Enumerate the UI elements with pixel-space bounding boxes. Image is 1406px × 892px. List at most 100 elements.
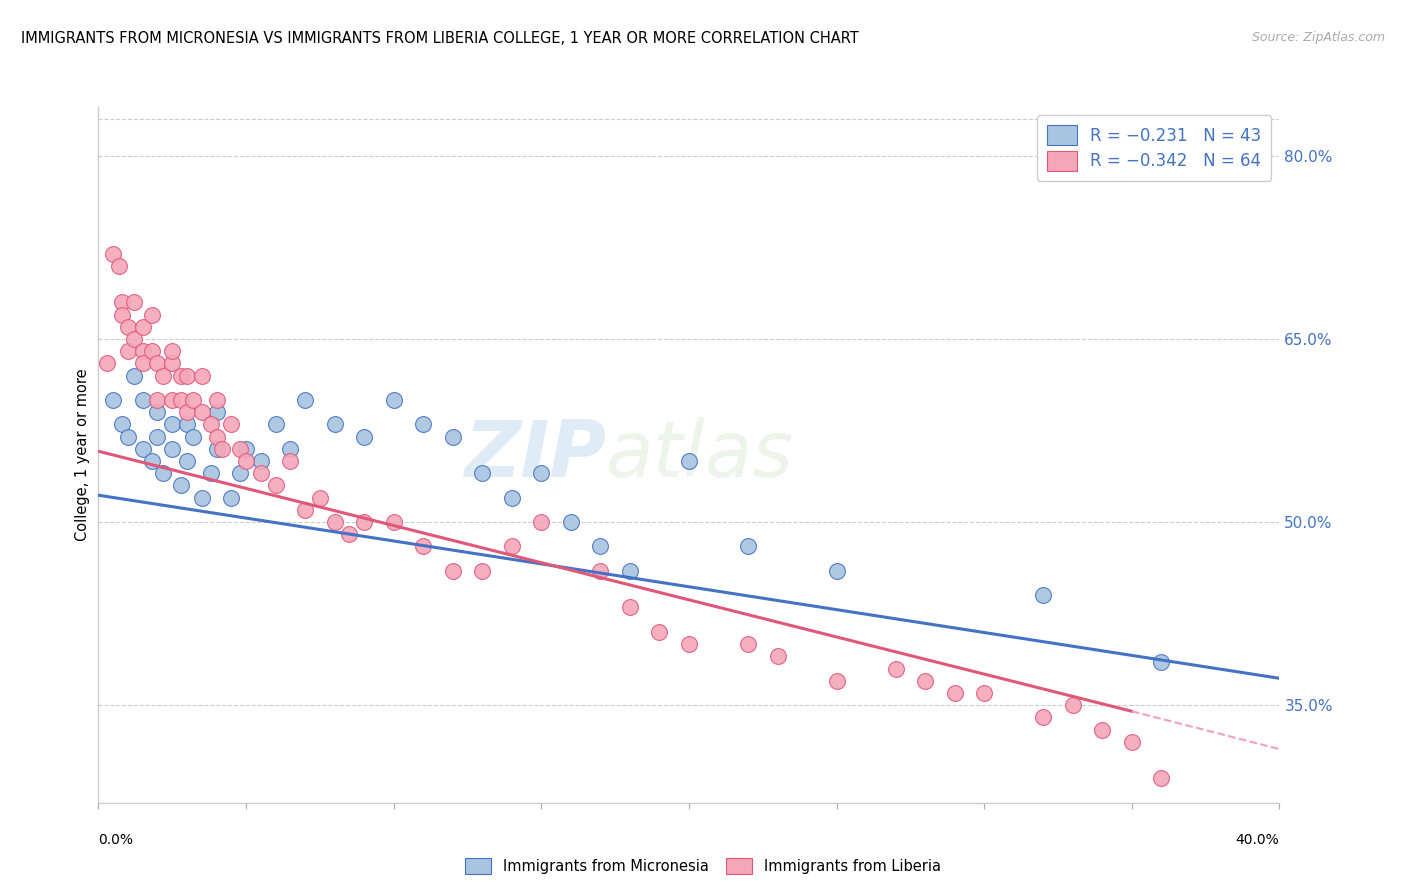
Point	[619, 600, 641, 615]
Point	[191, 405, 214, 419]
Point	[205, 405, 228, 419]
Point	[884, 661, 907, 675]
Point	[176, 417, 198, 432]
Point	[323, 417, 346, 432]
Point	[471, 564, 494, 578]
Point	[825, 564, 848, 578]
Point	[162, 392, 183, 407]
Point	[250, 454, 273, 468]
Point	[309, 491, 332, 505]
Point	[170, 392, 193, 407]
Point	[235, 454, 257, 468]
Point	[132, 344, 155, 359]
Point	[412, 417, 434, 432]
Point	[737, 540, 759, 554]
Point	[737, 637, 759, 651]
Point	[111, 308, 134, 322]
Point	[530, 515, 553, 529]
Point	[176, 405, 198, 419]
Point	[1150, 656, 1173, 670]
Point	[264, 417, 287, 432]
Point	[170, 368, 193, 383]
Point	[501, 491, 523, 505]
Point	[146, 429, 169, 443]
Point	[229, 442, 252, 456]
Point	[323, 515, 346, 529]
Point	[471, 467, 494, 481]
Point	[766, 649, 789, 664]
Point	[278, 454, 302, 468]
Point	[382, 392, 405, 407]
Point	[250, 467, 273, 481]
Point	[382, 515, 405, 529]
Point	[339, 527, 360, 541]
Point	[132, 442, 155, 456]
Point	[103, 392, 125, 407]
Text: Source: ZipAtlas.com: Source: ZipAtlas.com	[1251, 31, 1385, 45]
Point	[162, 356, 183, 370]
Point	[200, 467, 222, 481]
Point	[176, 368, 198, 383]
Point	[219, 417, 242, 432]
Point	[162, 344, 183, 359]
Point	[117, 344, 139, 359]
Point	[353, 429, 375, 443]
Point	[229, 467, 252, 481]
Point	[176, 454, 198, 468]
Point	[205, 392, 228, 407]
Point	[146, 392, 169, 407]
Point	[132, 319, 155, 334]
Point	[191, 491, 214, 505]
Point	[235, 442, 257, 456]
Point	[181, 392, 204, 407]
Point	[264, 478, 287, 492]
Point	[132, 356, 155, 370]
Point	[111, 417, 134, 432]
Text: IMMIGRANTS FROM MICRONESIA VS IMMIGRANTS FROM LIBERIA COLLEGE, 1 YEAR OR MORE CO: IMMIGRANTS FROM MICRONESIA VS IMMIGRANTS…	[21, 31, 859, 46]
Point	[122, 295, 145, 310]
Point	[162, 417, 183, 432]
Point	[501, 540, 523, 554]
Point	[619, 564, 641, 578]
Point	[648, 624, 671, 639]
Point	[1121, 735, 1143, 749]
Point	[441, 429, 464, 443]
Point	[170, 478, 193, 492]
Point	[560, 515, 582, 529]
Point	[1032, 588, 1054, 602]
Point	[200, 417, 222, 432]
Point	[530, 467, 553, 481]
Point	[117, 429, 139, 443]
Point	[353, 515, 375, 529]
Point	[589, 564, 612, 578]
Point	[1091, 723, 1114, 737]
Point	[678, 454, 700, 468]
Point	[219, 491, 242, 505]
Point	[1150, 772, 1173, 786]
Point	[205, 429, 228, 443]
Point	[825, 673, 848, 688]
Point	[294, 392, 316, 407]
Point	[122, 332, 145, 346]
Point	[441, 564, 464, 578]
Legend: Immigrants from Micronesia, Immigrants from Liberia: Immigrants from Micronesia, Immigrants f…	[460, 852, 946, 880]
Point	[152, 368, 174, 383]
Point	[103, 246, 125, 260]
Point	[181, 429, 204, 443]
Text: atlas: atlas	[606, 417, 794, 493]
Point	[146, 405, 169, 419]
Point	[191, 368, 214, 383]
Point	[973, 686, 995, 700]
Point	[111, 295, 134, 310]
Point	[278, 442, 302, 456]
Point	[294, 503, 316, 517]
Point	[152, 467, 174, 481]
Point	[162, 442, 183, 456]
Point	[117, 319, 139, 334]
Legend: R = −0.231   N = 43, R = −0.342   N = 64: R = −0.231 N = 43, R = −0.342 N = 64	[1036, 115, 1271, 180]
Point	[943, 686, 966, 700]
Text: 40.0%: 40.0%	[1236, 833, 1279, 847]
Point	[678, 637, 700, 651]
Y-axis label: College, 1 year or more: College, 1 year or more	[75, 368, 90, 541]
Text: 0.0%: 0.0%	[98, 833, 134, 847]
